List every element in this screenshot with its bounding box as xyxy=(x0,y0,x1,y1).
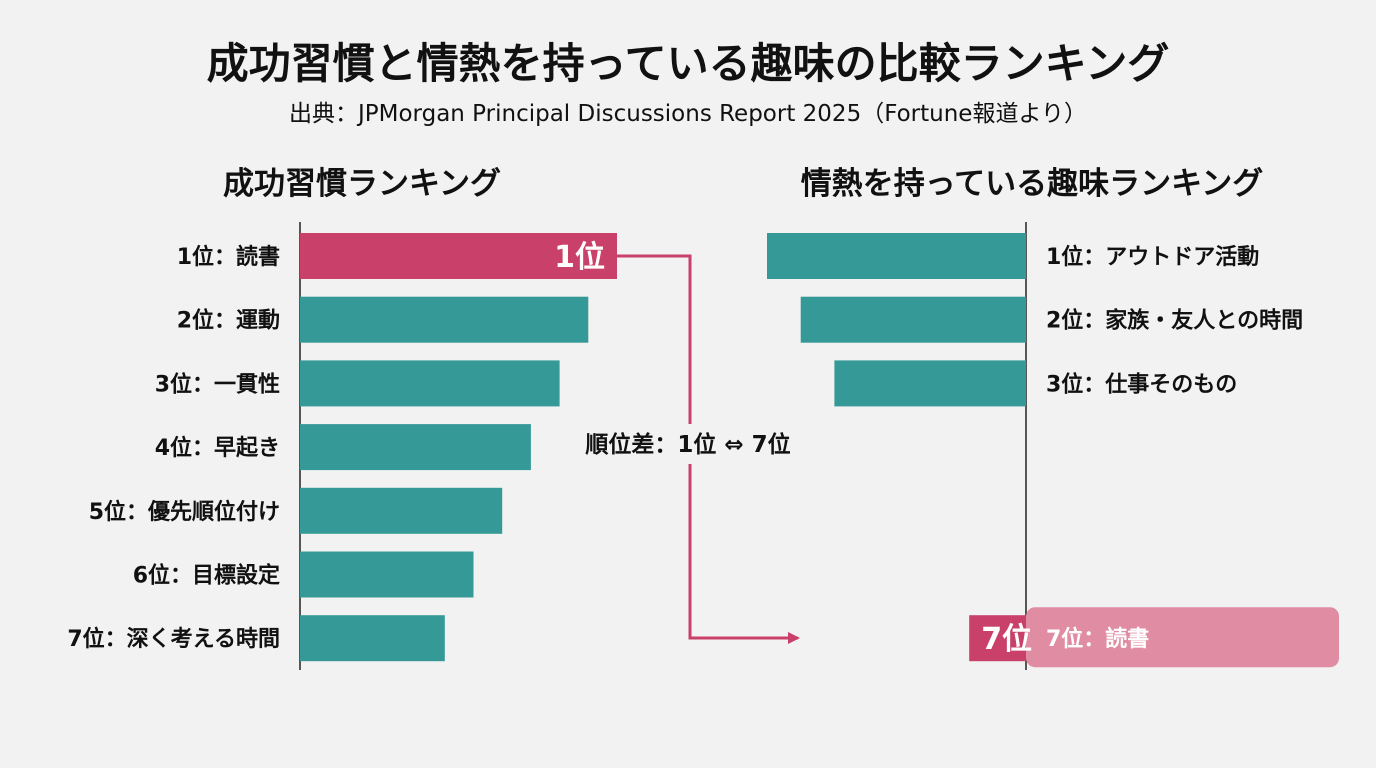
left-bar-rank-7 xyxy=(300,615,445,662)
right-chart-title: 情熱を持っている趣味ランキング xyxy=(801,166,1264,202)
rank-difference-annotation: 順位差：1位 ⇔ 7位 xyxy=(585,431,790,458)
right-bar-rank-3 xyxy=(834,360,1026,407)
left-category-label: 1位：読書 xyxy=(177,244,280,270)
right-bar-rank-1 xyxy=(767,233,1026,279)
right-highlight-label-background xyxy=(1026,607,1339,668)
left-bar-rank-2 xyxy=(300,296,589,343)
left-category-label: 6位：目標設定 xyxy=(133,563,280,589)
left-bar-rank-4 xyxy=(300,424,531,471)
left-category-label: 2位：運動 xyxy=(177,308,280,334)
left-bar-group: 1位：読書 1位 2位：運動 3位：一貫性 4位：早起き 5位：優先順位付け 6位：目標設定… xyxy=(67,233,617,662)
left-category-label: 4位：早起き xyxy=(155,435,280,461)
right-bar-rank-2 xyxy=(800,296,1026,343)
right-category-label: 2位：家族・友人との時間 xyxy=(1046,308,1303,334)
left-bar-rank-6 xyxy=(300,551,474,598)
left-chart-title: 成功習慣ランキング xyxy=(223,166,501,202)
left-category-label: 7位：深く考える時間 xyxy=(67,626,280,652)
left-bar-rank-5 xyxy=(300,487,503,534)
left-category-label: 3位：一貫性 xyxy=(155,371,280,397)
right-category-label: 1位：アウトドア活動 xyxy=(1046,244,1259,270)
right-category-label: 3位：仕事そのもの xyxy=(1046,371,1237,397)
right-highlight-bar-label: 7位 xyxy=(981,622,1032,657)
left-highlight-bar-label: 1位 xyxy=(554,240,605,275)
annotation-background xyxy=(568,424,808,464)
right-category-label: 7位：読書 xyxy=(1046,626,1149,652)
right-bar-rank-7 xyxy=(969,615,1026,662)
chart-title: 成功習慣と情熱を持っている趣味の比較ランキング xyxy=(207,39,1170,88)
left-bar-rank-3 xyxy=(300,360,560,407)
left-bar-rank-1 xyxy=(300,233,617,279)
left-category-label: 5位：優先順位付け xyxy=(89,499,280,525)
right-bar-group: 1位：アウトドア活動 2位：家族・友人との時間 3位：仕事そのもの 7位：読書 7位 xyxy=(767,233,1339,668)
chart-subtitle: 出典：JPMorgan Principal Discussions Report… xyxy=(289,101,1087,127)
